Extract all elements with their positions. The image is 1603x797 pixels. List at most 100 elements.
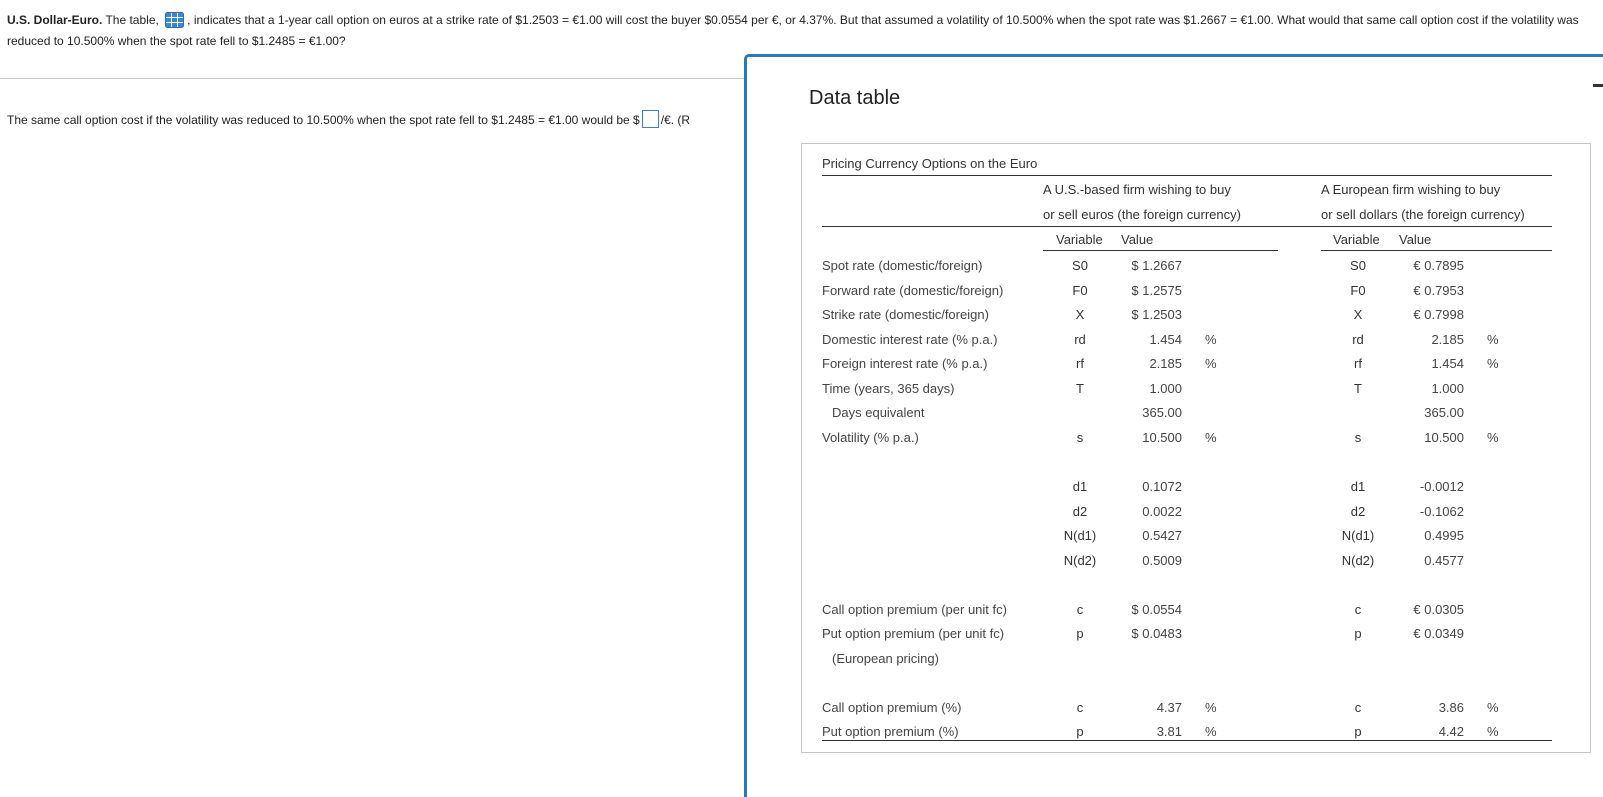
eu-value: 3.86 xyxy=(1438,700,1464,715)
question-bold-prefix: U.S. Dollar-Euro. xyxy=(7,13,103,27)
eu-value: -0.0012 xyxy=(1419,479,1464,494)
divider xyxy=(0,78,760,79)
row-label: Foreign interest rate (% p.a.) xyxy=(822,356,988,371)
us-value: 365.00 xyxy=(1142,405,1182,420)
eu-variable: rd xyxy=(1352,332,1364,347)
row-label: Call option premium (%) xyxy=(822,700,962,715)
us-value: $ 1.2503 xyxy=(1131,307,1182,322)
eu-unit: % xyxy=(1487,724,1499,739)
us-variable: p xyxy=(1076,724,1084,739)
answer-line: The same call option cost if the volatil… xyxy=(7,110,690,128)
eu-variable: S0 xyxy=(1350,258,1366,273)
us-header-line-1: A U.S.-based firm wishing to buy xyxy=(1043,182,1231,197)
us-variable: c xyxy=(1076,700,1084,715)
eu-variable: N(d1) xyxy=(1341,528,1375,543)
eu-value: 1.454 xyxy=(1431,356,1464,371)
question-part-2: , indicates that a 1-year call option on… xyxy=(7,13,1579,48)
eu-variable: d1 xyxy=(1350,479,1366,494)
eu-header-line-1: A European firm wishing to buy xyxy=(1321,182,1501,197)
bottom-rule xyxy=(822,740,1552,741)
eu-col-variable: Variable xyxy=(1333,232,1380,247)
us-variable: N(d2) xyxy=(1063,553,1097,568)
us-variable: F0 xyxy=(1072,283,1088,298)
us-unit: % xyxy=(1205,356,1217,371)
eu-col-value: Value xyxy=(1399,232,1432,247)
eu-value: -0.1062 xyxy=(1419,504,1464,519)
eu-unit: % xyxy=(1487,332,1499,347)
us-value: $ 1.2575 xyxy=(1131,283,1182,298)
eu-variable: X xyxy=(1353,307,1363,322)
eu-value: 4.42 xyxy=(1438,724,1464,739)
eu-value: 0.4995 xyxy=(1424,528,1464,543)
data-table-modal: Data table Pricing Currency Options on t… xyxy=(744,54,1603,797)
eu-value: 0.4577 xyxy=(1424,553,1464,568)
us-value: 0.5009 xyxy=(1142,553,1182,568)
us-value: 0.0022 xyxy=(1142,504,1182,519)
eu-unit: % xyxy=(1487,430,1499,445)
us-unit: % xyxy=(1205,724,1217,739)
us-colhead-rule xyxy=(1043,250,1278,251)
us-variable: c xyxy=(1076,602,1084,617)
us-variable: T xyxy=(1076,381,1084,396)
eu-variable: c xyxy=(1354,602,1362,617)
eu-value: € 0.0349 xyxy=(1413,626,1464,641)
row-label: Volatility (% p.a.) xyxy=(822,430,919,445)
eu-variable: c xyxy=(1354,700,1362,715)
eu-variable: d2 xyxy=(1350,504,1366,519)
eu-value: 10.500 xyxy=(1424,430,1464,445)
us-variable: d2 xyxy=(1072,504,1088,519)
us-header-line-2: or sell euros (the foreign currency) xyxy=(1043,207,1241,222)
us-value: 0.5427 xyxy=(1142,528,1182,543)
us-value: 1.454 xyxy=(1149,332,1182,347)
eu-value: € 0.7895 xyxy=(1413,258,1464,273)
eu-value: 1.000 xyxy=(1431,381,1464,396)
us-value: $ 1.2667 xyxy=(1131,258,1182,273)
modal-title: Data table xyxy=(809,87,901,109)
question-text: U.S. Dollar-Euro. The table, , indicates… xyxy=(7,10,1597,52)
us-variable: d1 xyxy=(1072,479,1088,494)
table-title: Pricing Currency Options on the Euro xyxy=(822,156,1038,171)
row-label: Domestic interest rate (% p.a.) xyxy=(822,332,998,347)
eu-variable: F0 xyxy=(1350,283,1366,298)
eu-variable: N(d2) xyxy=(1341,553,1375,568)
eu-unit: % xyxy=(1487,700,1499,715)
us-variable: S0 xyxy=(1072,258,1088,273)
us-variable: rf xyxy=(1076,356,1084,371)
minimize-icon[interactable] xyxy=(1593,84,1603,87)
eu-value: € 0.7998 xyxy=(1413,307,1464,322)
table-icon[interactable] xyxy=(165,12,185,28)
eu-header-line-2: or sell dollars (the foreign currency) xyxy=(1321,207,1525,222)
eu-variable: p xyxy=(1354,724,1362,739)
eu-variable: s xyxy=(1354,430,1362,445)
row-label: Days equivalent xyxy=(832,405,925,420)
answer-text-before: The same call option cost if the volatil… xyxy=(7,113,640,127)
us-variable: p xyxy=(1076,626,1084,641)
us-variable: s xyxy=(1076,430,1084,445)
row-label: Forward rate (domestic/foreign) xyxy=(822,283,1004,298)
row-label: Call option premium (per unit fc) xyxy=(822,602,1007,617)
us-value: 2.185 xyxy=(1149,356,1182,371)
eu-colhead-rule xyxy=(1321,250,1552,251)
row-label: Strike rate (domestic/foreign) xyxy=(822,307,989,322)
eu-value: € 0.7953 xyxy=(1413,283,1464,298)
us-value: 3.81 xyxy=(1156,724,1182,739)
row-label: Put option premium (%) xyxy=(822,724,959,739)
answer-text-after: /€. (R xyxy=(660,113,691,127)
header-rule xyxy=(822,226,1552,227)
eu-value: 365.00 xyxy=(1424,405,1464,420)
us-value: 1.000 xyxy=(1149,381,1182,396)
eu-variable: p xyxy=(1354,626,1362,641)
answer-input[interactable] xyxy=(641,110,659,128)
eu-variable: T xyxy=(1354,381,1362,396)
us-value: 10.500 xyxy=(1142,430,1182,445)
row-label: Spot rate (domestic/foreign) xyxy=(822,258,983,273)
us-variable: N(d1) xyxy=(1063,528,1097,543)
us-value: 0.1072 xyxy=(1142,479,1182,494)
us-value: $ 0.0483 xyxy=(1131,626,1182,641)
title-rule xyxy=(822,175,1552,176)
eu-value: 2.185 xyxy=(1431,332,1464,347)
question-part-1: The table, xyxy=(102,13,163,27)
table-panel[interactable]: Pricing Currency Options on the Euro A U… xyxy=(801,143,1591,753)
us-variable: rd xyxy=(1074,332,1086,347)
us-col-variable: Variable xyxy=(1056,232,1103,247)
